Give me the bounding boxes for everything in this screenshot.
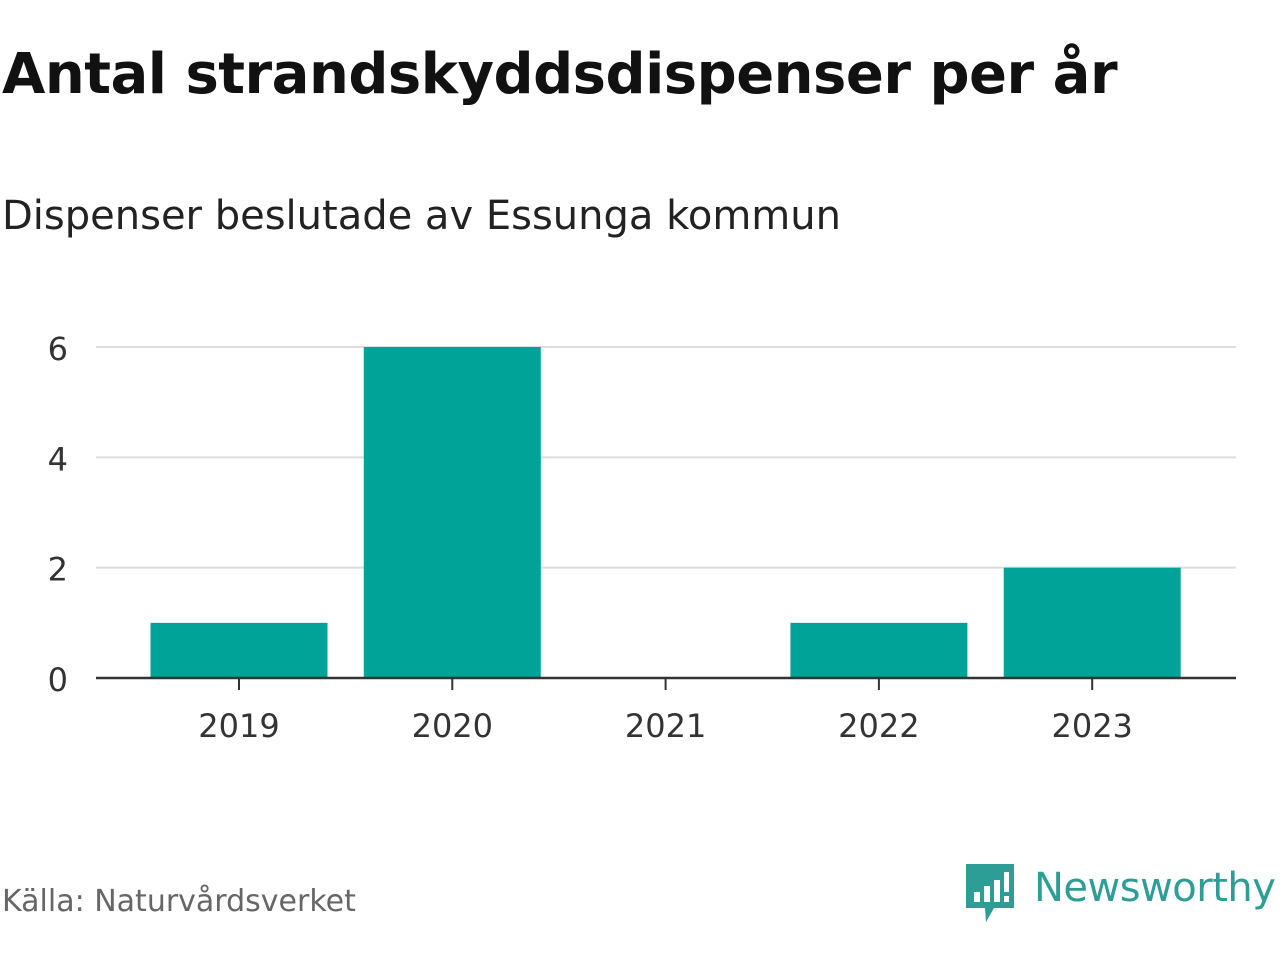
brand-name: Newsworthy xyxy=(1034,865,1276,911)
newsworthy-logo-icon xyxy=(966,864,1014,922)
y-tick-label: 0 xyxy=(48,661,68,699)
bar xyxy=(363,347,541,678)
x-tick-label: 2021 xyxy=(625,707,706,745)
brand: Newsworthy xyxy=(964,862,1276,924)
x-tick-label: 2020 xyxy=(412,707,493,745)
y-tick-label: 6 xyxy=(48,330,68,368)
chart-title: Antal strandskyddsdispenser per år xyxy=(2,42,1118,107)
y-tick-label: 2 xyxy=(48,551,68,589)
source-note: Källa: Naturvårdsverket xyxy=(2,884,356,919)
x-tick-label: 2019 xyxy=(198,707,279,745)
x-tick-label: 2023 xyxy=(1051,707,1132,745)
bar xyxy=(1003,567,1181,678)
bar-chart: 0 2 4 6 2019 2020 2021 2022 2023 xyxy=(48,330,1236,745)
x-tick-label: 2022 xyxy=(838,707,919,745)
bar xyxy=(150,622,328,678)
chart-subtitle: Dispenser beslutade av Essunga kommun xyxy=(2,193,841,239)
y-tick-label: 4 xyxy=(48,440,68,478)
bar xyxy=(790,622,968,678)
